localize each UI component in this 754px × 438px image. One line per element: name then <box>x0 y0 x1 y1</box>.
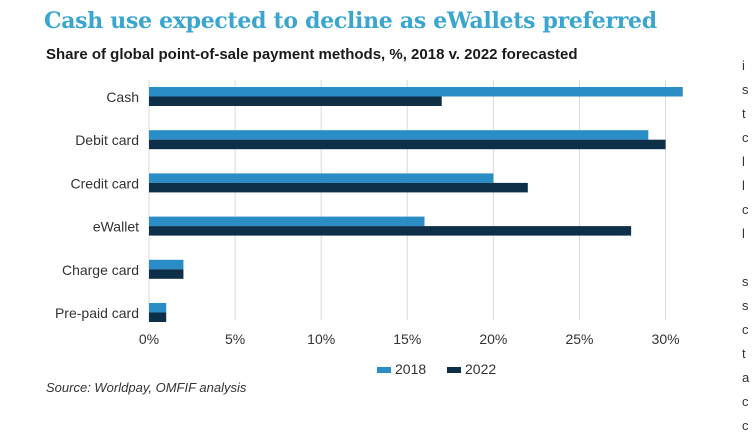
clipped-text-fragment: s <box>742 274 749 289</box>
y-category-label: Cash <box>106 89 139 105</box>
clipped-text-fragment: t <box>742 106 746 121</box>
chart-subtitle: Share of global point-of-sale payment me… <box>46 46 578 63</box>
bar-2018-debit-card <box>149 130 649 140</box>
clipped-text-fragment: a <box>742 370 750 385</box>
x-tick-label: 0% <box>139 331 159 347</box>
y-category-label: eWallet <box>93 219 139 235</box>
bar-2022-cash <box>149 96 442 106</box>
clipped-text-fragment: s <box>742 298 749 313</box>
bar-2022-ewallet <box>149 226 632 236</box>
bar-2018-ewallet <box>149 216 425 227</box>
y-category-label: Debit card <box>75 132 139 148</box>
x-tick-label: 10% <box>307 331 335 347</box>
bar-2018-charge-card <box>149 259 184 270</box>
legend-label-2018: 2018 <box>395 361 426 377</box>
source-note: Source: Worldpay, OMFIF analysis <box>46 380 247 395</box>
bar-chart: 0% 5% 10% 15% 20% 25% 30% Cash Debit card Credit … <box>55 80 683 377</box>
clipped-text-fragment: l <box>742 154 745 169</box>
x-tick-label: 20% <box>479 331 507 347</box>
legend-swatch-2022 <box>447 367 461 373</box>
bar-2022-pre-paid-card <box>149 312 167 322</box>
bar-2018-pre-paid-card <box>149 303 167 313</box>
bar-2018-cash <box>149 87 683 97</box>
clipped-text-fragment: c <box>742 394 749 409</box>
legend-label-2022: 2022 <box>465 361 496 377</box>
clipped-text-fragment: c <box>742 322 749 337</box>
clipped-text-fragment: i <box>742 58 745 73</box>
x-tick-label: 25% <box>565 331 593 347</box>
bar-2018-credit-card <box>149 173 494 183</box>
clipped-text-fragment: l <box>742 178 745 193</box>
bar-2022-credit-card <box>149 182 528 193</box>
x-tick-label: 5% <box>225 331 245 347</box>
clipped-text-fragment: c <box>742 130 749 145</box>
clipped-text-fragment <box>742 246 754 270</box>
bar-2022-charge-card <box>149 269 184 279</box>
y-category-label: Pre-paid card <box>55 305 139 321</box>
y-category-label: Charge card <box>62 262 139 278</box>
x-tick-label: 15% <box>393 331 421 347</box>
chart-title: Cash use expected to decline as eWallets… <box>44 8 657 34</box>
bar-2022-debit-card <box>149 139 666 150</box>
x-tick-label: 30% <box>652 331 680 347</box>
clipped-text-fragment: l <box>742 226 745 241</box>
clipped-text-fragment: s <box>742 82 749 97</box>
clipped-text-fragment: t <box>742 346 746 361</box>
legend-swatch-2018 <box>377 367 391 373</box>
y-category-label: Credit card <box>71 175 139 191</box>
clipped-text-fragment: c <box>742 418 749 433</box>
clipped-text-fragment: c <box>742 202 749 217</box>
